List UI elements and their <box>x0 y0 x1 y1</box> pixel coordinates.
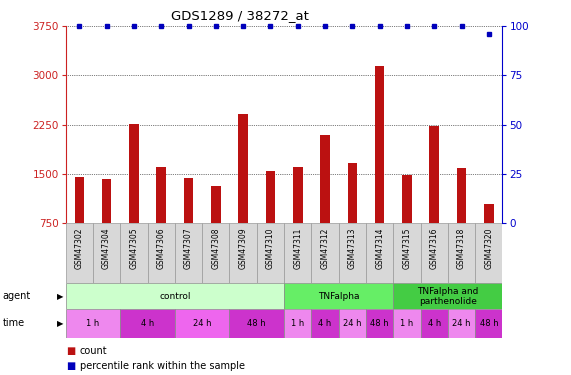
Bar <box>230 223 257 283</box>
Text: 1 h: 1 h <box>86 319 99 328</box>
Text: GSM47302: GSM47302 <box>75 227 84 269</box>
Text: GSM47318: GSM47318 <box>457 227 466 269</box>
Text: GSM47314: GSM47314 <box>375 227 384 269</box>
Text: ■: ■ <box>66 346 75 355</box>
Bar <box>175 223 202 283</box>
Bar <box>339 223 366 283</box>
Bar <box>366 223 393 283</box>
Bar <box>238 114 248 223</box>
Bar <box>284 309 311 338</box>
Bar <box>66 309 120 338</box>
Text: GDS1289 / 38272_at: GDS1289 / 38272_at <box>171 9 309 22</box>
Bar <box>202 223 230 283</box>
Bar <box>120 223 147 283</box>
Bar <box>156 167 166 223</box>
Bar <box>311 309 339 338</box>
Bar <box>375 66 384 223</box>
Text: 1 h: 1 h <box>400 319 413 328</box>
Text: ■: ■ <box>66 361 75 370</box>
Bar <box>129 124 139 223</box>
Bar <box>102 179 111 223</box>
Bar <box>393 223 421 283</box>
Bar <box>393 283 502 309</box>
Bar <box>230 309 284 338</box>
Text: control: control <box>159 292 191 301</box>
Text: ▶: ▶ <box>57 319 63 328</box>
Text: GSM47313: GSM47313 <box>348 227 357 269</box>
Bar <box>293 167 303 223</box>
Bar <box>421 223 448 283</box>
Text: 4 h: 4 h <box>428 319 441 328</box>
Bar <box>184 178 194 223</box>
Text: GSM47306: GSM47306 <box>156 227 166 269</box>
Bar <box>284 283 393 309</box>
Bar <box>448 223 475 283</box>
Bar <box>429 126 439 223</box>
Bar <box>284 223 311 283</box>
Text: GSM47311: GSM47311 <box>293 227 302 269</box>
Text: percentile rank within the sample: percentile rank within the sample <box>80 361 245 370</box>
Text: 24 h: 24 h <box>193 319 211 328</box>
Text: GSM47312: GSM47312 <box>320 227 329 269</box>
Bar <box>311 223 339 283</box>
Text: 1 h: 1 h <box>291 319 304 328</box>
Text: 4 h: 4 h <box>319 319 332 328</box>
Text: 48 h: 48 h <box>371 319 389 328</box>
Text: count: count <box>80 346 107 355</box>
Bar <box>448 309 475 338</box>
Bar <box>348 164 357 223</box>
Text: GSM47310: GSM47310 <box>266 227 275 269</box>
Text: 48 h: 48 h <box>247 319 266 328</box>
Text: GSM47307: GSM47307 <box>184 227 193 269</box>
Bar <box>484 204 493 223</box>
Bar <box>120 309 175 338</box>
Text: ▶: ▶ <box>57 292 63 301</box>
Bar <box>93 223 120 283</box>
Bar <box>75 177 84 223</box>
Text: TNFalpha and
parthenolide: TNFalpha and parthenolide <box>417 286 478 306</box>
Text: GSM47308: GSM47308 <box>211 227 220 269</box>
Bar <box>266 171 275 223</box>
Text: GSM47305: GSM47305 <box>130 227 138 269</box>
Text: 4 h: 4 h <box>141 319 154 328</box>
Bar <box>175 309 230 338</box>
Bar <box>475 309 502 338</box>
Text: time: time <box>2 318 25 328</box>
Text: GSM47320: GSM47320 <box>484 227 493 269</box>
Text: agent: agent <box>2 291 30 301</box>
Text: GSM47304: GSM47304 <box>102 227 111 269</box>
Bar <box>66 223 93 283</box>
Text: GSM47316: GSM47316 <box>430 227 439 269</box>
Bar <box>147 223 175 283</box>
Text: GSM47309: GSM47309 <box>239 227 248 269</box>
Bar <box>421 309 448 338</box>
Bar <box>457 168 467 223</box>
Bar <box>211 186 220 223</box>
Bar <box>393 309 421 338</box>
Text: 24 h: 24 h <box>343 319 361 328</box>
Text: GSM47315: GSM47315 <box>403 227 412 269</box>
Bar <box>320 135 330 223</box>
Bar <box>257 223 284 283</box>
Text: 48 h: 48 h <box>480 319 498 328</box>
Text: TNFalpha: TNFalpha <box>318 292 359 301</box>
Text: 24 h: 24 h <box>452 319 471 328</box>
Bar <box>475 223 502 283</box>
Bar <box>339 309 366 338</box>
Bar <box>402 175 412 223</box>
Bar <box>66 283 284 309</box>
Bar <box>366 309 393 338</box>
